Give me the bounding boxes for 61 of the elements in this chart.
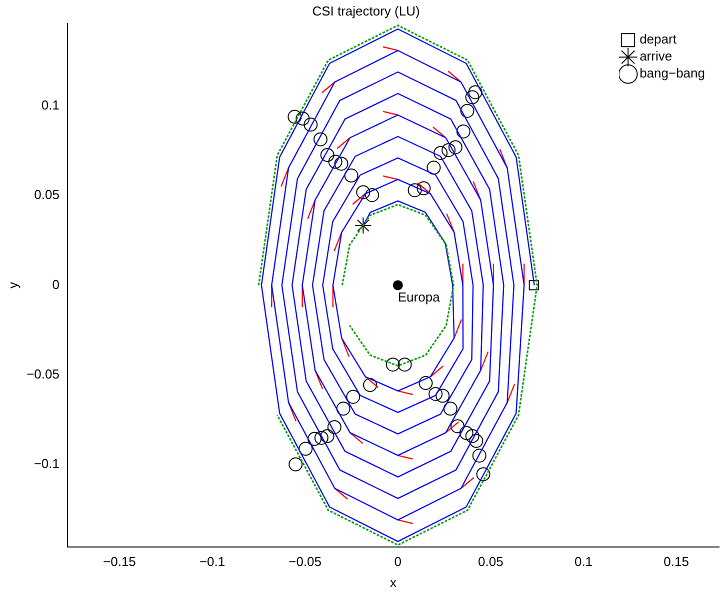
point — [386, 358, 400, 372]
point — [314, 430, 328, 445]
point — [418, 376, 433, 390]
legend-label: arrive — [640, 48, 672, 64]
point — [426, 160, 441, 175]
x-tick-label: 0.1 — [574, 554, 593, 570]
point — [344, 168, 358, 183]
point — [408, 183, 422, 198]
point — [528, 280, 540, 290]
point — [476, 467, 490, 482]
point — [365, 188, 380, 202]
point — [313, 132, 328, 146]
x-tick-label: −0.15 — [103, 554, 136, 570]
x-tick-label: 0.05 — [478, 554, 504, 570]
y-tick-label: −0.1 — [34, 456, 60, 471]
point — [328, 154, 342, 169]
point — [320, 148, 334, 162]
legend-label: bang−bang — [640, 66, 706, 81]
point — [428, 386, 443, 401]
y-tick-label: 0 — [52, 276, 60, 292]
point — [436, 388, 450, 403]
chart-title: CSI trajectory (LU) — [312, 3, 420, 18]
point — [346, 390, 360, 404]
annotation: Europa — [398, 289, 441, 304]
point — [460, 104, 474, 118]
point — [434, 146, 448, 160]
point — [472, 448, 486, 463]
y-tick-label: 0.1 — [41, 98, 60, 113]
y-tick-label: 0.05 — [34, 187, 60, 202]
point — [296, 112, 310, 126]
legend-label: depart — [640, 32, 677, 47]
point — [448, 140, 462, 154]
point — [465, 90, 480, 104]
point — [320, 429, 334, 444]
point — [356, 185, 370, 200]
point — [354, 217, 372, 234]
x-tick-label: −0.1 — [199, 554, 226, 570]
point — [468, 85, 482, 100]
x-tick-label: −0.05 — [288, 554, 322, 570]
y-tick-label: −0.05 — [26, 366, 60, 382]
point — [459, 426, 474, 440]
point — [304, 118, 318, 132]
point — [465, 429, 480, 444]
point — [308, 432, 322, 446]
point — [336, 402, 350, 416]
point — [334, 156, 348, 171]
point — [456, 124, 470, 138]
point — [327, 420, 342, 434]
point — [298, 442, 313, 456]
point — [363, 378, 378, 392]
point — [443, 402, 458, 416]
x-axis-title: x — [390, 574, 397, 590]
point — [450, 419, 464, 434]
point — [288, 110, 302, 124]
point — [398, 358, 412, 372]
point — [469, 434, 484, 448]
y-axis-title: y — [5, 281, 20, 288]
x-tick-label: 0 — [394, 554, 402, 570]
point — [288, 457, 303, 472]
x-tick-label: 0.15 — [664, 554, 689, 570]
point — [442, 143, 456, 158]
